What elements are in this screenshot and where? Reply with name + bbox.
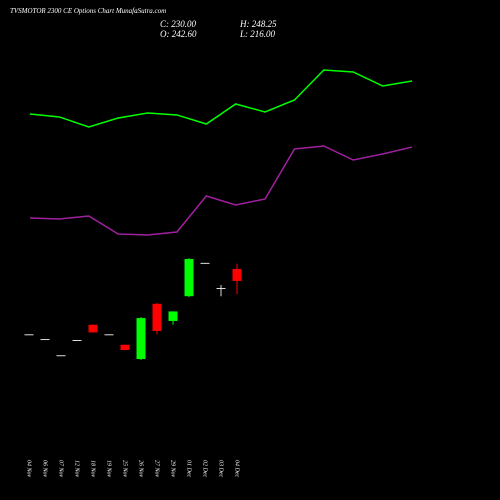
x-tick-label: 29 Nov (170, 460, 176, 478)
candle-body (120, 344, 130, 350)
x-tick-label: 26 Nov (138, 460, 144, 478)
candle-body (168, 311, 178, 321)
candle-body (200, 262, 210, 264)
x-tick-label: 12 Nov (74, 460, 80, 478)
x-tick-label: 07 Nov (58, 460, 64, 478)
x-tick-label: 04 Dec (234, 460, 241, 477)
x-tick-label: 02 Dec (202, 460, 208, 477)
candle-body (216, 288, 226, 289)
candle-body (24, 334, 34, 336)
x-tick-label: 27 Nov (154, 460, 160, 478)
candle-body (184, 259, 194, 297)
candle-body (152, 303, 162, 331)
x-tick-label: 19 Nov (106, 460, 112, 478)
low-label: L: 216.00 (239, 29, 276, 39)
high-label: H: 248.25 (239, 19, 277, 29)
candle-body (40, 339, 50, 341)
x-tick-label: 04 Nov (26, 460, 33, 478)
candle-body (136, 318, 146, 360)
x-tick-label: 03 Dec (218, 460, 224, 477)
x-tick-label: 06 Nov (42, 460, 48, 478)
x-tick-label: 25 Nov (122, 460, 128, 478)
x-tick-label: 01 Dec (186, 460, 192, 477)
close-label: C: 230.00 (160, 19, 197, 29)
candle-body (56, 355, 66, 357)
indicator-line (29, 145, 413, 236)
candle-body (72, 340, 82, 341)
indicator-line (29, 69, 413, 128)
open-label: O: 242.60 (160, 29, 197, 39)
x-tick-label: 18 Nov (90, 460, 96, 478)
chart-title: TVSMOTOR 2300 CE Options Chart MunafaSut… (10, 7, 166, 15)
candle-body (104, 334, 114, 336)
candle-body (88, 324, 98, 333)
candle-body (232, 268, 242, 281)
